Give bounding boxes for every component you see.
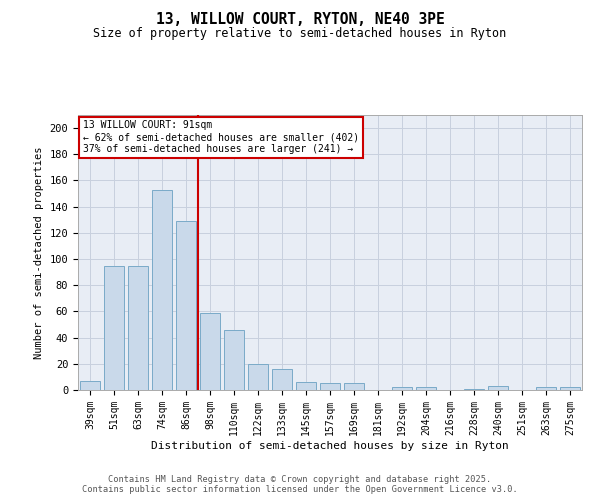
- Bar: [176, 221, 196, 390]
- Bar: [392, 388, 412, 390]
- Bar: [560, 388, 580, 390]
- Text: Size of property relative to semi-detached houses in Ryton: Size of property relative to semi-detach…: [94, 28, 506, 40]
- X-axis label: Distribution of semi-detached houses by size in Ryton: Distribution of semi-detached houses by …: [151, 440, 509, 450]
- Bar: [80, 381, 100, 390]
- Bar: [320, 384, 340, 390]
- Bar: [200, 312, 220, 390]
- Bar: [272, 369, 292, 390]
- Bar: [152, 190, 172, 390]
- Bar: [416, 388, 436, 390]
- Text: 13 WILLOW COURT: 91sqm
← 62% of semi-detached houses are smaller (402)
37% of se: 13 WILLOW COURT: 91sqm ← 62% of semi-det…: [83, 120, 359, 154]
- Bar: [128, 266, 148, 390]
- Bar: [224, 330, 244, 390]
- Y-axis label: Number of semi-detached properties: Number of semi-detached properties: [34, 146, 44, 359]
- Text: 13, WILLOW COURT, RYTON, NE40 3PE: 13, WILLOW COURT, RYTON, NE40 3PE: [155, 12, 445, 28]
- Text: Contains HM Land Registry data © Crown copyright and database right 2025.
Contai: Contains HM Land Registry data © Crown c…: [82, 474, 518, 494]
- Bar: [296, 382, 316, 390]
- Bar: [536, 388, 556, 390]
- Bar: [488, 386, 508, 390]
- Bar: [248, 364, 268, 390]
- Bar: [464, 388, 484, 390]
- Bar: [104, 266, 124, 390]
- Bar: [344, 384, 364, 390]
